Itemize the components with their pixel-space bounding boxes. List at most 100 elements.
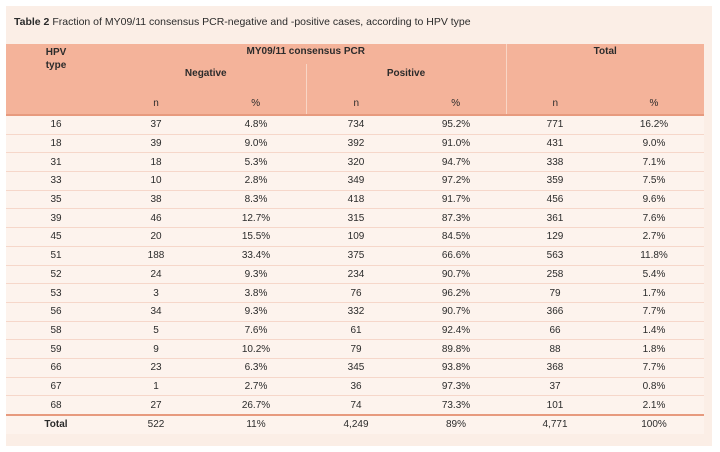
table-row: 35 38 8.3% 418 91.7% 456 9.6%: [6, 189, 704, 209]
cell-hpv-type: 66: [6, 357, 106, 378]
table-body: 16 37 4.8% 734 95.2% 771 16.2% 18 39 9.0% 392 91.0%…: [6, 113, 704, 434]
header-positive: Positive: [305, 64, 506, 92]
cell-total-pct: 2.7%: [604, 227, 704, 247]
cell-pos-n: 349: [306, 171, 406, 191]
cell-total-pct: 7.1%: [604, 152, 704, 172]
cell-pos-pct: 73.3%: [406, 395, 506, 415]
header-hpv-type: HPV type: [6, 44, 106, 92]
cell-neg-n: 46: [106, 208, 206, 228]
cell-neg-pct: 4.8%: [206, 113, 306, 135]
cell-total-pct: 2.1%: [604, 395, 704, 415]
total-cell-neg-n: 522: [106, 414, 206, 434]
header-total-spacer: [505, 64, 704, 92]
header-total-n: n: [505, 92, 604, 115]
cell-neg-n: 34: [106, 301, 206, 322]
cell-hpv-type: 35: [6, 189, 106, 209]
cell-total-pct: 9.6%: [604, 189, 704, 209]
cell-pos-pct: 94.7%: [406, 152, 506, 172]
cell-neg-pct: 9.0%: [206, 133, 306, 153]
cell-neg-pct: 6.3%: [206, 357, 306, 378]
cell-neg-pct: 2.8%: [206, 171, 306, 191]
cell-total-n: 359: [506, 171, 604, 191]
cell-total-pct: 1.7%: [604, 283, 704, 303]
cell-hpv-type: 31: [6, 152, 106, 172]
cell-total-n: 88: [506, 339, 604, 359]
cell-pos-pct: 92.4%: [406, 320, 506, 340]
cell-hpv-type: 39: [6, 208, 106, 228]
cell-neg-n: 27: [106, 395, 206, 415]
cell-total-pct: 0.8%: [604, 376, 704, 396]
cell-neg-n: 20: [106, 227, 206, 247]
cell-hpv-type: 45: [6, 227, 106, 247]
table-row: 56 34 9.3% 332 90.7% 366 7.7%: [6, 301, 704, 322]
header-neg-pct: %: [206, 92, 306, 115]
cell-neg-pct: 12.7%: [206, 208, 306, 228]
cell-hpv-type: 33: [6, 171, 106, 191]
table-caption: Table 2 Fraction of MY09/11 consensus PC…: [6, 6, 704, 38]
cell-pos-n: 234: [306, 264, 406, 284]
cell-neg-n: 37: [106, 113, 206, 135]
cell-neg-pct: 33.4%: [206, 245, 306, 265]
table-header: HPV type MY09/11 consensus PCR Total Neg…: [6, 44, 704, 115]
cell-hpv-type: 52: [6, 264, 106, 284]
cell-total-n: 456: [506, 189, 604, 209]
cell-pos-pct: 91.7%: [406, 189, 506, 209]
cell-neg-pct: 26.7%: [206, 395, 306, 415]
cell-pos-n: 734: [306, 113, 406, 135]
cell-pos-n: 61: [306, 320, 406, 340]
cell-total-n: 368: [506, 357, 604, 378]
total-cell-total-n: 4,771: [506, 414, 604, 434]
header-neg-n: n: [106, 92, 206, 115]
cell-neg-pct: 8.3%: [206, 189, 306, 209]
table-row: 67 1 2.7% 36 97.3% 37 0.8%: [6, 376, 704, 396]
cell-pos-pct: 93.8%: [406, 357, 506, 378]
cell-hpv-type: 51: [6, 245, 106, 265]
table-row: 31 18 5.3% 320 94.7% 338 7.1%: [6, 152, 704, 172]
header-pcr-group: MY09/11 consensus PCR: [106, 44, 506, 64]
cell-hpv-type: 56: [6, 301, 106, 322]
cell-total-pct: 1.8%: [604, 339, 704, 359]
cell-hpv-type: 16: [6, 113, 106, 135]
table-row: 53 3 3.8% 76 96.2% 79 1.7%: [6, 283, 704, 303]
cell-neg-pct: 15.5%: [206, 227, 306, 247]
cell-total-n: 431: [506, 133, 604, 153]
cell-neg-pct: 7.6%: [206, 320, 306, 340]
cell-total-pct: 16.2%: [604, 113, 704, 135]
cell-hpv-type: 58: [6, 320, 106, 340]
cell-total-n: 361: [506, 208, 604, 228]
cell-pos-n: 76: [306, 283, 406, 303]
table-row: 16 37 4.8% 734 95.2% 771 16.2%: [6, 113, 704, 135]
cell-neg-n: 23: [106, 357, 206, 378]
cell-neg-n: 10: [106, 171, 206, 191]
cell-pos-pct: 97.3%: [406, 376, 506, 396]
cell-neg-pct: 2.7%: [206, 376, 306, 396]
table-row: 18 39 9.0% 392 91.0% 431 9.0%: [6, 133, 704, 153]
cell-total-n: 258: [506, 264, 604, 284]
header-blank: [6, 92, 106, 115]
header-pos-pct: %: [406, 92, 506, 115]
cell-pos-pct: 91.0%: [406, 133, 506, 153]
table-row: 59 9 10.2% 79 89.8% 88 1.8%: [6, 339, 704, 359]
total-cell-hpv-type: Total: [6, 414, 106, 434]
cell-pos-pct: 90.7%: [406, 264, 506, 284]
cell-pos-n: 109: [306, 227, 406, 247]
cell-total-n: 366: [506, 301, 604, 322]
cell-pos-n: 345: [306, 357, 406, 378]
cell-pos-pct: 90.7%: [406, 301, 506, 322]
cell-total-n: 771: [506, 113, 604, 135]
cell-hpv-type: 59: [6, 339, 106, 359]
cell-pos-n: 392: [306, 133, 406, 153]
cell-total-n: 563: [506, 245, 604, 265]
table-row: 52 24 9.3% 234 90.7% 258 5.4%: [6, 264, 704, 284]
table-row: 45 20 15.5% 109 84.5% 129 2.7%: [6, 227, 704, 247]
cell-total-pct: 7.7%: [604, 301, 704, 322]
cell-hpv-type: 68: [6, 395, 106, 415]
cell-neg-n: 18: [106, 152, 206, 172]
total-cell-neg-pct: 11%: [206, 414, 306, 434]
cell-total-n: 79: [506, 283, 604, 303]
cell-neg-n: 39: [106, 133, 206, 153]
cell-pos-pct: 96.2%: [406, 283, 506, 303]
cell-pos-pct: 66.6%: [406, 245, 506, 265]
cell-neg-pct: 5.3%: [206, 152, 306, 172]
caption-label: Table 2: [14, 16, 50, 28]
